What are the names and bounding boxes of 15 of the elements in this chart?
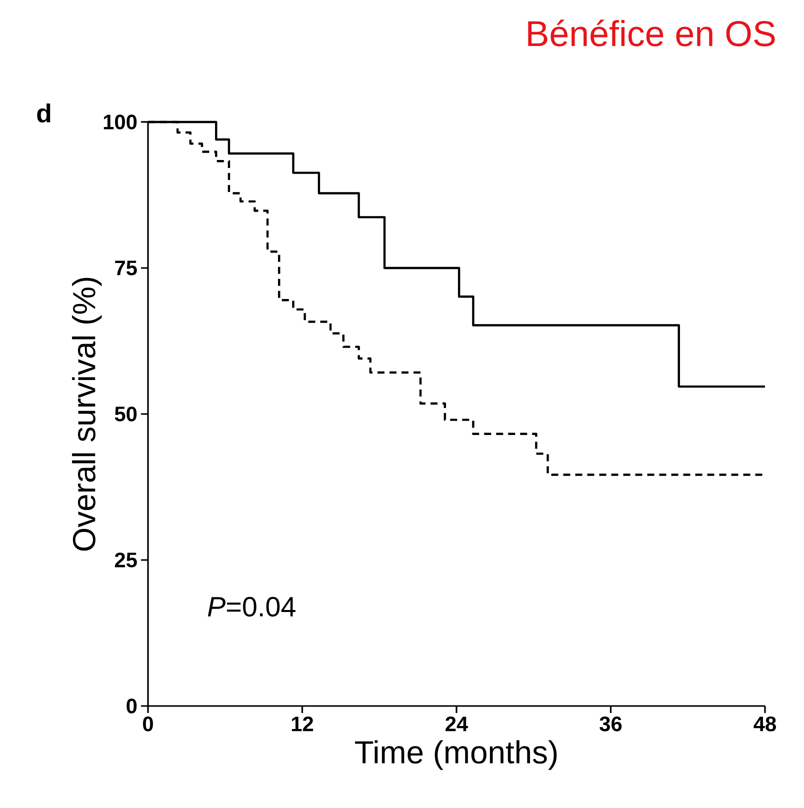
y-tick-label: 0 xyxy=(126,698,137,714)
y-tick-label: 75 xyxy=(115,260,137,276)
x-tick-label: 48 xyxy=(754,716,776,732)
y-tick-label: 25 xyxy=(114,552,137,568)
y-tick-label: 50 xyxy=(114,406,137,422)
x-tick-label: 0 xyxy=(143,716,153,732)
y-axis-title: Overall survival (%) xyxy=(72,278,102,551)
x-tick-label: 36 xyxy=(600,716,622,732)
text: d xyxy=(37,103,50,123)
chart-title: Bénéfice en OS xyxy=(528,20,775,46)
x-tick-label: 12 xyxy=(292,716,314,732)
x-axis-title: Time (months) xyxy=(355,740,557,770)
y-tick-label: 100 xyxy=(104,114,137,130)
annotation: P=0.04 xyxy=(208,596,296,617)
x-tick-label: 24 xyxy=(446,716,468,732)
